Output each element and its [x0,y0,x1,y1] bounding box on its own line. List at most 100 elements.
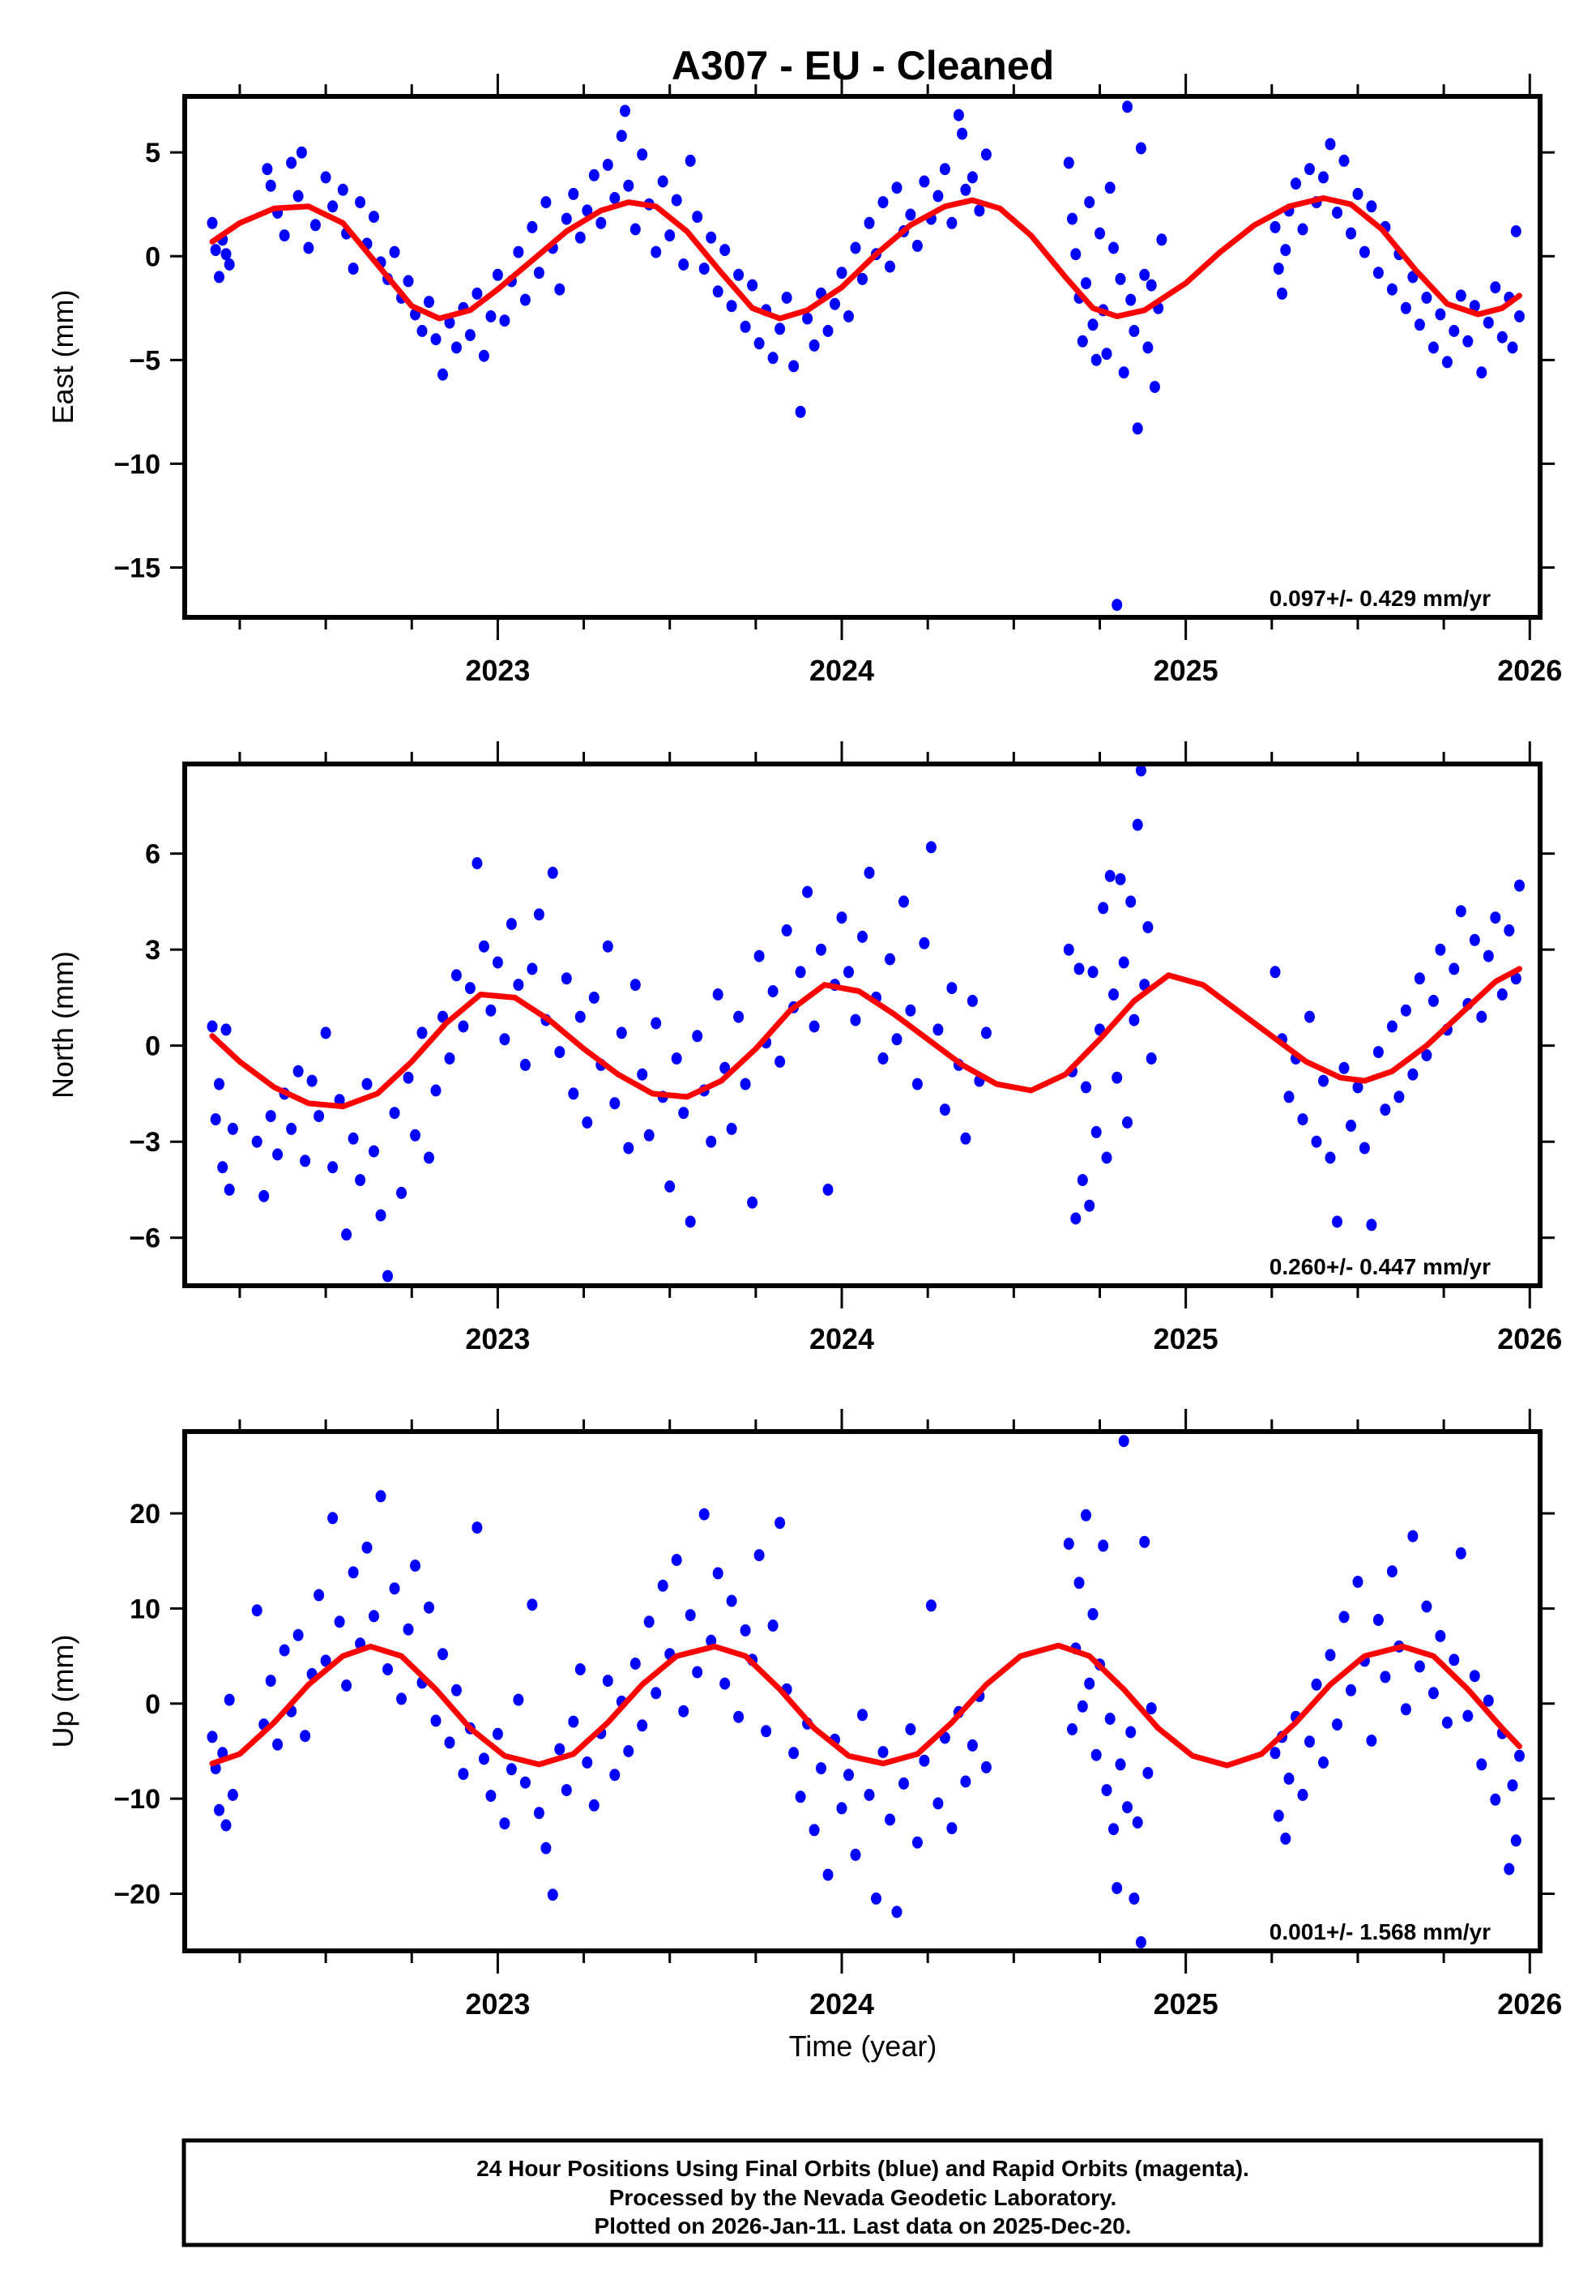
north-data-point [795,966,806,979]
north-data-point [836,911,847,924]
east-data-point [1325,138,1336,151]
east-data-point [1115,272,1126,285]
north-data-point [1449,962,1460,975]
up-data-point [1400,1703,1411,1716]
east-data-point [919,175,930,188]
north-data-point [355,1174,366,1187]
up-data-point [403,1623,414,1636]
north-data-point [719,1061,731,1074]
north-data-point [1483,950,1494,962]
north-data-point [747,1196,758,1209]
up-data-point [568,1715,579,1728]
up-data-point [1510,1834,1521,1847]
up-data-point [1469,1670,1480,1683]
north-data-point [712,988,723,1001]
up-data-point [450,1684,462,1696]
north-data-point [911,1078,923,1090]
north-data-point [1283,1090,1295,1103]
north-data-point [519,1058,531,1071]
north-data-point [939,1103,950,1116]
east-data-point [1291,177,1301,190]
east-data-point [389,245,400,258]
up-data-point [472,1521,483,1534]
y-tick-label: 3 [145,935,160,966]
up-data-point [822,1868,834,1881]
east-data-point [303,241,314,254]
up-data-point [609,1769,621,1782]
y-tick-label: −10 [113,449,160,480]
east-data-point [478,349,489,362]
north-data-point [1414,972,1425,985]
north-data-point [1118,956,1129,969]
east-data-point [830,297,840,310]
up-data-point [753,1549,765,1562]
east-data-point [1149,381,1160,394]
up-data-point [1073,1577,1085,1590]
north-data-point [265,1110,276,1123]
up-data-point [1455,1547,1466,1560]
up-data-point [843,1769,854,1782]
north-data-point [775,1055,786,1068]
east-data-point [974,204,985,217]
north-data-point [602,940,613,953]
up-data-point [1125,1726,1137,1739]
north-data-point [207,1020,218,1033]
east-data-point [891,181,903,194]
up-data-point [1139,1535,1150,1548]
up-data-point [1063,1538,1074,1550]
north-data-point [527,962,538,975]
up-data-point [227,1789,238,1801]
north-data-point [375,1209,386,1222]
north-data-point [1490,911,1501,924]
east-data-point [637,148,648,161]
north-data-point [499,1033,510,1046]
north-data-point [629,979,641,992]
north-data-point [1081,1081,1091,1094]
east-data-point [1490,281,1501,294]
east-data-point [1101,348,1112,361]
east-data-point [224,258,235,271]
chart-title: A307 - EU - Cleaned [672,43,1054,88]
east-data-point [554,283,565,296]
up-data-point [1435,1629,1446,1642]
east-data-point [1084,196,1095,209]
north-data-point [444,1052,455,1065]
x-tick-label: 2025 [1154,1987,1218,2021]
east-data-point [279,229,290,242]
footer-box: 24 Hour Positions Using Final Orbits (bl… [181,2138,1543,2247]
north-data-point [651,1017,662,1030]
north-data-point [802,886,813,898]
up-data-point [795,1790,806,1803]
up-data-point [1090,1748,1102,1761]
up-data-point [1098,1539,1109,1552]
up-data-point [1101,1784,1112,1797]
up-data-point [348,1566,359,1579]
north-data-point [1129,1014,1140,1026]
up-data-point [1115,1758,1126,1771]
up-data-point [327,1512,339,1525]
north-data-point [864,866,875,879]
north-data-point [919,937,930,950]
north-data-point [1098,902,1109,915]
up-data-point [1077,1700,1088,1713]
north-data-point [980,1026,992,1039]
x-tick-label: 2026 [1497,1322,1562,1355]
east-data-point [424,296,434,309]
up-data-point [905,1723,916,1735]
up-data-point [214,1803,224,1816]
east-data-point [527,220,538,233]
east-data-point [843,310,854,322]
up-data-point [857,1709,868,1722]
up-data-point [1352,1576,1363,1588]
up-data-point [1297,1789,1308,1801]
north-data-point [1084,1199,1095,1212]
east-data-point [416,325,428,337]
up-data-point [424,1601,434,1614]
east-data-point [678,258,689,271]
y-tick-label: 10 [130,1594,160,1624]
east-data-point [582,204,593,217]
north-data-point [1070,1212,1082,1225]
up-data-point [341,1679,352,1692]
east-data-point [574,231,586,244]
